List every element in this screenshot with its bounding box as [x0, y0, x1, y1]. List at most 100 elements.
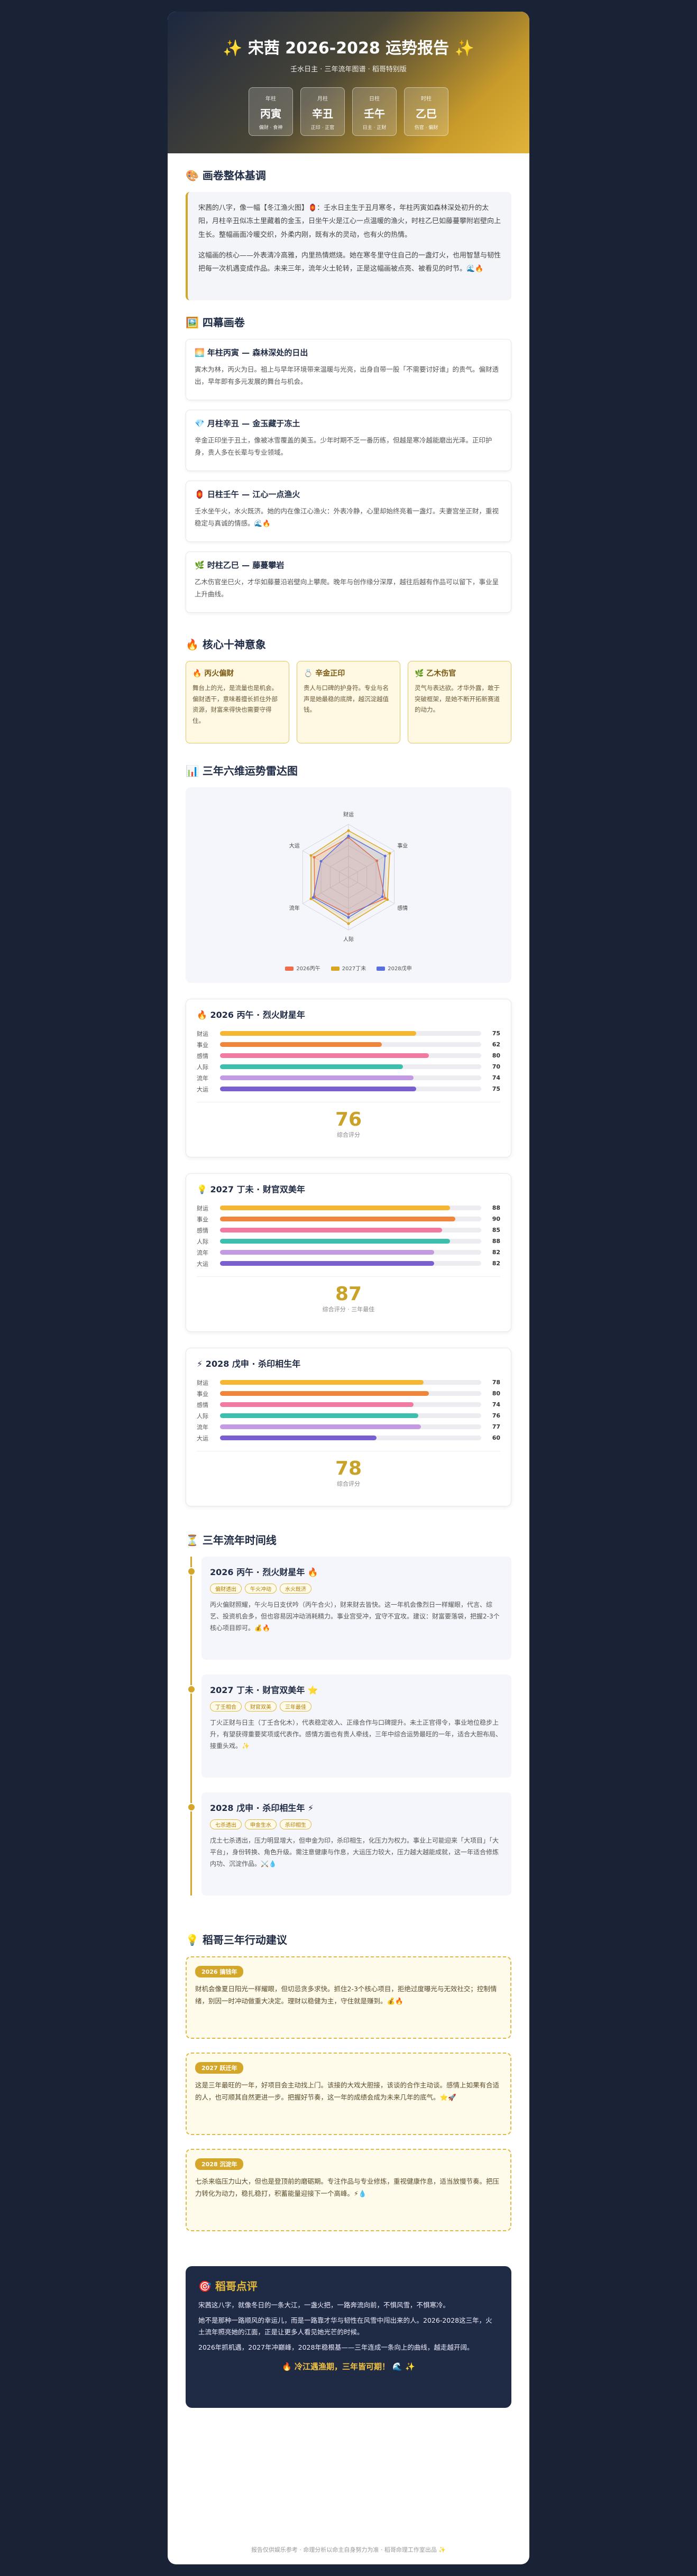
bar-row: 大运 60 [197, 1432, 500, 1443]
section-heading: 💡 稻哥三年行动建议 [186, 1934, 287, 1946]
bar-label: 大运 [197, 1434, 208, 1442]
pillar-ganzhi: 乙巳 [416, 107, 437, 120]
god-text: 灵气与表达欲。才华外露，敢于突破框架，是她不断开拓新赛道的动力。 [415, 684, 500, 714]
timeline-text: 戊土七杀透出，压力明显增大，但申金为印，杀印相生，化压力为权力。事业上可能迎来「… [210, 1837, 499, 1868]
god-title: 🌿 乙木伤官 [415, 669, 456, 678]
timeline-text: 丁火正财与日主（丁壬合化木），代表稳定收入、正缘合作与口碑提升。未土正官得令，事… [210, 1719, 502, 1750]
review-closing: 🔥 冷江遇渔期，三年皆可期！ 🌊 ✨ [282, 2362, 415, 2371]
subtitle: 壬水日主 · 三年流年图谱 · 稻哥特别版 [290, 66, 407, 73]
bar-row: 人际 70 [197, 1061, 500, 1072]
radar-point [383, 854, 387, 858]
bar-label: 财运 [197, 1204, 208, 1212]
bar [220, 1217, 455, 1221]
review-heading: 🎯 稻哥点评 [198, 2280, 258, 2293]
bar-label: 大运 [197, 1260, 208, 1267]
bar-label: 事业 [197, 1041, 208, 1048]
bar-track [220, 1424, 481, 1429]
radar-point [381, 895, 384, 898]
act-title: 🏮 日柱壬午 — 江心一点渔火 [195, 490, 300, 499]
timeline-item: 2026 丙午 · 烈火财星年 🔥 偏财透出 午火冲动 水火既济 丙火偏财照耀，午火与日… [187, 1557, 511, 1660]
legend-item: 2027丁未 [331, 964, 366, 972]
radar-point [347, 913, 350, 916]
acts-section: 🖼️ 四幕画卷 🌅 年柱丙寅 — 森林深处的日出 寅木为林，丙火为日。祖上与早年环境… [168, 300, 529, 613]
section-heading: 🖼️ 四幕画卷 [186, 316, 245, 329]
review-box: 🎯 稻哥点评宋茜这八字，就像冬日的一条大江，一盏火把，一路奔流向前，不惧风雪，不… [186, 2266, 511, 2408]
bar-row: 事业 62 [197, 1039, 500, 1050]
bar [220, 1228, 442, 1232]
timeline-section: ⏳ 三年流年时间线 2026 丙午 · 烈火财星年 🔥 偏财透出 午火冲动 水火既济 丙火… [168, 1506, 529, 1896]
year-title: 🔥 2026 丙午 · 烈火财星年 [197, 1010, 305, 1020]
score-value: 76 [335, 1109, 362, 1130]
bar-row: 流年 82 [197, 1247, 500, 1258]
timeline-title: 2027 丁未 · 财官双美年 ⭐ [210, 1685, 318, 1695]
pillar: 日柱 壬午 日主 · 正财 [352, 87, 397, 136]
god-card: 🌿 乙木伤官灵气与表达欲。才华外露，敢于突破框架，是她不断开拓新赛道的动力。 [408, 661, 511, 743]
advice-card: 2026 搞钱年财机会像夏日阳光一样耀眼，但切忌贪多求快。抓住2-3个核心项目，… [186, 1956, 511, 2039]
bar-label: 流年 [197, 1423, 208, 1431]
bar-track [220, 1042, 481, 1047]
legend-item: 2028戊申 [377, 964, 412, 972]
legend-swatch [285, 967, 294, 971]
score-value: 78 [335, 1458, 362, 1479]
review-paragraph: 她不是那种一路顺风的幸运儿，而是一路靠才华与韧性在风雪中闯出来的人。2026-2… [198, 2316, 492, 2336]
bar-label: 流年 [197, 1074, 208, 1082]
bar-row: 财运 78 [197, 1377, 500, 1388]
year-title: ⚡ 2028 戊申 · 杀印相生年 [197, 1359, 301, 1369]
radar-box: 财运 事业 感情 人际 流年 大运 2026丙午 2027丁未 2028戊申 [186, 787, 511, 983]
tag: 七杀透出 [210, 1819, 242, 1829]
legend-text: 2027丁未 [342, 966, 366, 972]
bar-label: 大运 [197, 1085, 208, 1093]
tag: 三年最佳 [280, 1701, 311, 1712]
pillar-gods: 伤官 · 偏财 [414, 125, 438, 131]
advice-card: 2027 跃迁年 这是三年最旺的一年，好项目会主动找上门。该接的大戏大胆接，该谈的… [186, 2053, 511, 2135]
advice-text: 七杀来临压力山大，但也是登顶前的磨砺期。专注作品与专业修炼，重视健康作息，适当放… [195, 2177, 500, 2198]
score-label: 综合评分 · 三年最佳 [322, 1306, 375, 1313]
bar-track [220, 1087, 481, 1091]
bar-label: 感情 [197, 1052, 208, 1060]
bar [220, 1087, 416, 1091]
radar-point [388, 852, 391, 855]
bar [220, 1413, 419, 1418]
bar [220, 1380, 424, 1385]
tag-list: 丁壬相合 财官双美 三年最佳 [210, 1701, 503, 1712]
year-card: 🔥 2026 丙午 · 烈火财星年 财运 75 事业 62 感情 80 人际 70 流年 74 大运 7… [186, 999, 511, 1157]
tag-list: 偏财透出 午火冲动 水火既济 [210, 1583, 503, 1594]
bar-track [220, 1031, 481, 1036]
dimension-label: 大运 [289, 842, 300, 849]
bar-label: 事业 [197, 1216, 208, 1223]
bar [220, 1206, 450, 1210]
bar [220, 1424, 421, 1429]
advice-tag: 2026 搞钱年 [195, 1966, 244, 1977]
bar-row: 事业 90 [197, 1213, 500, 1225]
radar-point [313, 856, 316, 859]
pillars: 年柱 丙寅 偏财 · 食神 月柱 辛丑 正印 · 正官 日柱 壬午 日主 · 正财 时柱 乙巳 伤官 … [168, 87, 529, 136]
bar-track [220, 1261, 481, 1266]
timeline: 2026 丙午 · 烈火财星年 🔥 偏财透出 午火冲动 水火既济 丙火偏财照耀，午火与日… [186, 1557, 511, 1896]
advice-text: 这是三年最旺的一年，好项目会主动找上门。该接的大戏大胆接，该谈的合作主动谈。感情… [195, 2081, 500, 2102]
review-paragraph: 2026年抓机遇，2027年冲巅峰，2028年稳根基——三年连成一条向上的曲线，… [198, 2343, 474, 2351]
act-title: 💎 月柱辛丑 — 金玉藏于冻土 [195, 419, 300, 428]
bar-track [220, 1436, 481, 1440]
bar-track [220, 1413, 481, 1418]
gods-section: 🔥 核心十神意象 🔥 丙火偏财 舞台上的光，是流量也是机会。偏财透干，意味着擅长抓住… [168, 622, 529, 743]
report-card: ✨ 宋茜 2026-2028 运势报告 ✨ 壬水日主 · 三年流年图谱 · 稻哥特… [168, 12, 529, 2564]
advice-text: 财机会像夏日阳光一样耀眼，但切忌贪多求快。抓住2-3个核心项目，拒绝过度曝光与无… [195, 1985, 497, 2005]
section-heading: ⏳ 三年流年时间线 [186, 1534, 277, 1547]
bar-row: 感情 80 [197, 1050, 500, 1061]
timeline-title: 2026 丙午 · 烈火财星年 🔥 [210, 1567, 318, 1577]
act-card: 🌅 年柱丙寅 — 森林深处的日出 寅木为林，丙火为日。祖上与早年环境带来温暖与光亮… [186, 339, 511, 400]
legend-text: 2026丙午 [296, 966, 320, 972]
radar-point [347, 916, 350, 919]
god-card: 🔥 丙火偏财 舞台上的光，是流量也是机会。偏财透干，意味着擅长抓住外部资源，财富来… [186, 661, 289, 743]
radar-point [386, 898, 389, 901]
timeline-title: 2028 戊申 · 杀印相生年 ⚡ [210, 1803, 314, 1813]
bar-row: 人际 76 [197, 1410, 500, 1421]
review-paragraph: 宋茜这八字，就像冬日的一条大江，一盏火把，一路奔流向前，不惧风雪，不惧寒冷。 [198, 2301, 450, 2309]
bar-value: 77 [492, 1423, 500, 1430]
bar-value: 60 [492, 1434, 500, 1441]
bar-label: 财运 [197, 1379, 208, 1386]
advice-tag: 2028 沉淀年 [195, 2158, 244, 2170]
pillar-ganzhi: 壬午 [364, 107, 385, 120]
section-heading: 📊 三年六维运势雷达图 [186, 765, 298, 777]
title: ✨ 宋茜 2026-2028 运势报告 ✨ [223, 39, 474, 58]
